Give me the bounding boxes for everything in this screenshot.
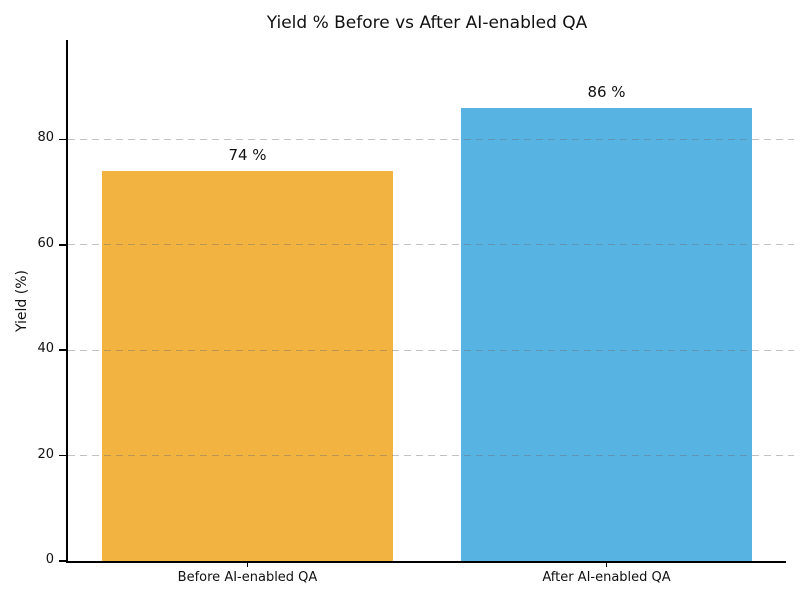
gridline-60: [68, 244, 794, 246]
y-axis-spine: [66, 40, 68, 563]
y-tick-label: 0: [45, 552, 54, 567]
y-tick-mark: [59, 138, 66, 141]
bar-value-label: 74 %: [228, 146, 267, 165]
chart-title: Yield % Before vs After AI-enabled QA: [266, 13, 588, 33]
y-tick-mark: [59, 454, 66, 457]
y-tick-mark: [59, 560, 66, 562]
gridline-20: [68, 455, 794, 457]
x-axis-spine: [66, 561, 786, 563]
y-tick-mark: [59, 244, 66, 246]
gridline-80: [68, 138, 794, 140]
y-tick-label: 40: [37, 341, 54, 357]
x-tick-mark: [605, 561, 608, 567]
bar-value-label: 86 %: [587, 82, 626, 101]
x-tick-label: After AI-enabled QA: [542, 570, 671, 585]
gridline-40: [68, 349, 794, 351]
y-tick-label: 20: [37, 446, 54, 462]
bar-1: [461, 107, 752, 561]
bar-0: [102, 171, 393, 561]
y-tick-mark: [59, 349, 66, 351]
y-tick-label: 60: [37, 235, 54, 251]
x-tick-mark: [246, 561, 249, 567]
plot-area: 0 20 40 60 80 74 % Before AI-enabled QA 86 % Aft…: [37, 40, 794, 585]
y-tick-label: 80: [37, 130, 54, 146]
x-tick-label: Before AI-enabled QA: [177, 570, 318, 585]
